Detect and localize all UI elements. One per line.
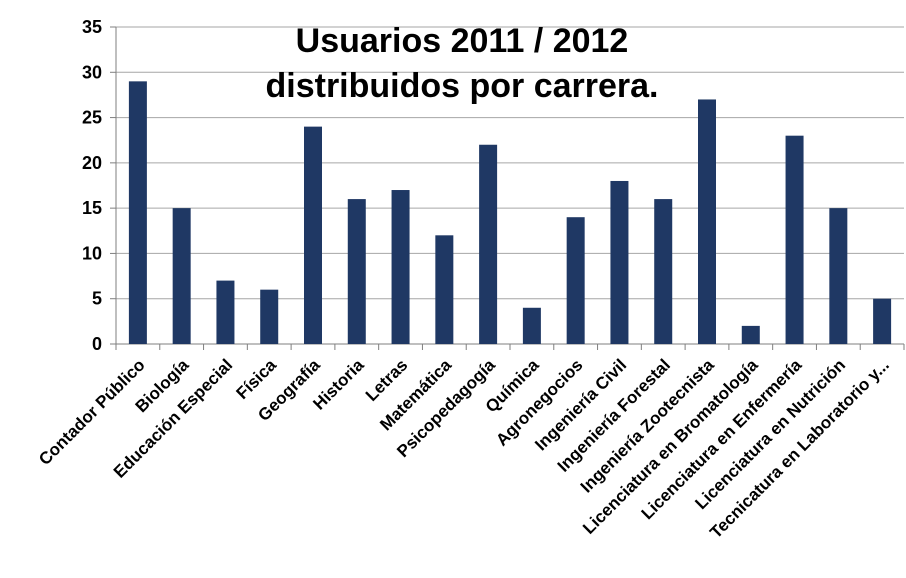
y-tick-label: 30 [82,62,102,82]
bar [829,208,848,344]
bar [435,235,454,344]
bar [785,135,804,344]
chart-title-line-2: distribuidos por carrera. [266,67,659,105]
y-tick-labels: 0 5 10 15 20 25 30 35 [82,17,102,354]
y-tick-label: 10 [82,243,102,263]
y-tick-label: 20 [82,153,102,173]
bar [566,217,585,344]
x-category-label: Licenciatura en Enfermería [638,355,806,523]
bar [391,190,410,344]
y-tick-label: 35 [82,17,102,37]
bar [873,298,892,344]
axes [110,26,905,350]
bars [128,81,892,344]
bar [260,289,279,344]
bar [172,208,191,344]
bar [654,199,673,344]
bar [698,99,716,344]
y-tick-label: 25 [82,108,102,128]
chart-title-line-1: Usuarios 2011 / 2012 [296,22,629,60]
y-tick-label: 5 [92,289,102,309]
bar [128,81,147,344]
bar [522,307,541,344]
bar [347,199,366,344]
bar [610,180,629,344]
bar [741,325,760,344]
bar [479,144,498,344]
bar [216,280,235,344]
y-tick-label: 0 [92,334,102,354]
bar [304,126,322,344]
y-tick-label: 15 [82,198,102,218]
gridlines [116,26,904,300]
